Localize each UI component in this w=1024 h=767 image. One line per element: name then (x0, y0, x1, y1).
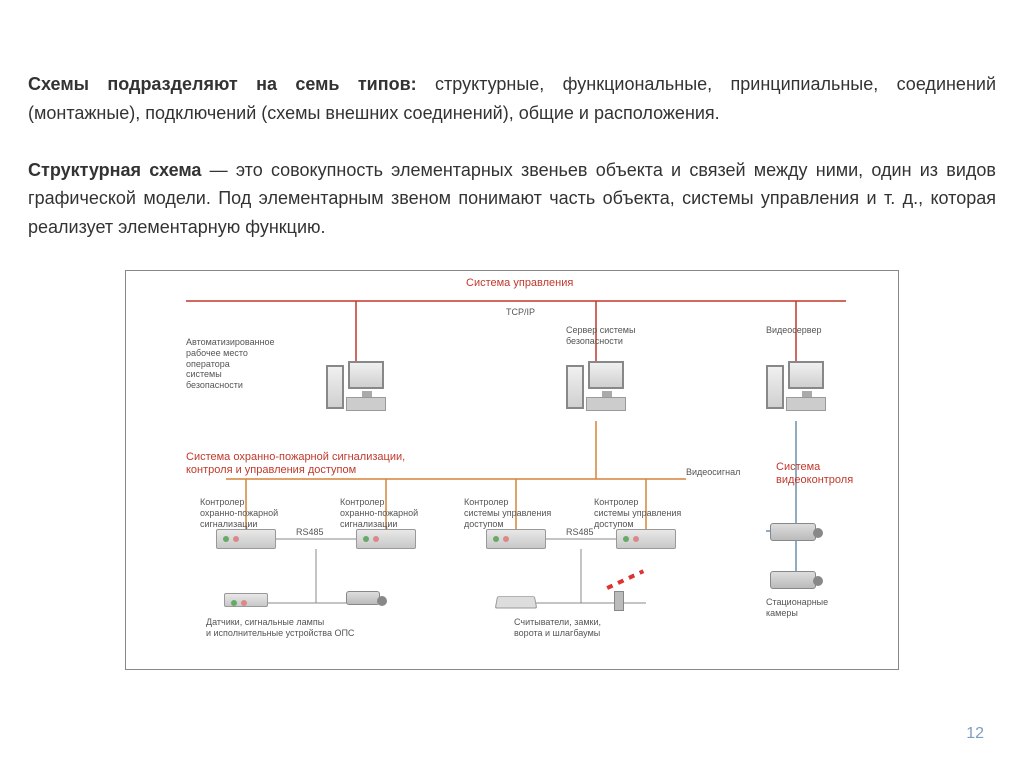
workstation-icon (326, 361, 386, 421)
paragraph-types: Схемы подразделяют на семь типов: структ… (28, 70, 996, 128)
readers-label: Считыватели, замки, ворота и шлагбаумы (514, 617, 674, 639)
ctrl-fire2-label: Контролер охранно-пожарной сигнализации (340, 497, 420, 529)
camera-1-icon (770, 523, 816, 541)
video-control-label: Система видеоконтроля (776, 461, 853, 487)
rs485-2-label: RS485 (566, 527, 594, 538)
video-server-icon (766, 361, 826, 421)
sensor-2-icon (346, 591, 380, 605)
controller-3-icon (486, 529, 546, 549)
subsystem-fire-label: Система охранно-пожарной сигнализации, к… (186, 451, 405, 477)
barrier-icon (606, 581, 646, 611)
workstation-label: Автоматизированное рабочее место операто… (186, 337, 286, 391)
cameras-label: Стационарные камеры (766, 597, 828, 619)
para2-bold: Структурная схема (28, 160, 201, 180)
controller-2-icon (356, 529, 416, 549)
controller-1-icon (216, 529, 276, 549)
controller-4-icon (616, 529, 676, 549)
title-main: Система управления (466, 277, 573, 290)
ctrl-access1-label: Контролер системы управления доступом (464, 497, 554, 529)
sensors-label: Датчики, сигнальные лампы и исполнительн… (206, 617, 406, 639)
rs485-1-label: RS485 (296, 527, 324, 538)
camera-2-icon (770, 571, 816, 589)
security-server-label: Сервер системы безопасности (566, 325, 666, 347)
video-server-label: Видеосервер (766, 325, 822, 336)
tcpip-label: TCP/IP (506, 307, 535, 318)
page-number: 12 (966, 725, 984, 743)
sensor-1-icon (224, 593, 268, 607)
videosignal-label: Видеосигнал (686, 467, 740, 478)
paragraph-structural: Структурная схема — это совокупность эле… (28, 156, 996, 242)
security-server-icon (566, 361, 626, 421)
reader-icon (495, 596, 537, 608)
structural-diagram: Система управления TCP/IP Автоматизирова… (125, 270, 899, 670)
ctrl-fire1-label: Контролер охранно-пожарной сигнализации (200, 497, 280, 529)
ctrl-access2-label: Контролер системы управления доступом (594, 497, 684, 529)
para1-bold: Схемы подразделяют на семь типов: (28, 74, 417, 94)
